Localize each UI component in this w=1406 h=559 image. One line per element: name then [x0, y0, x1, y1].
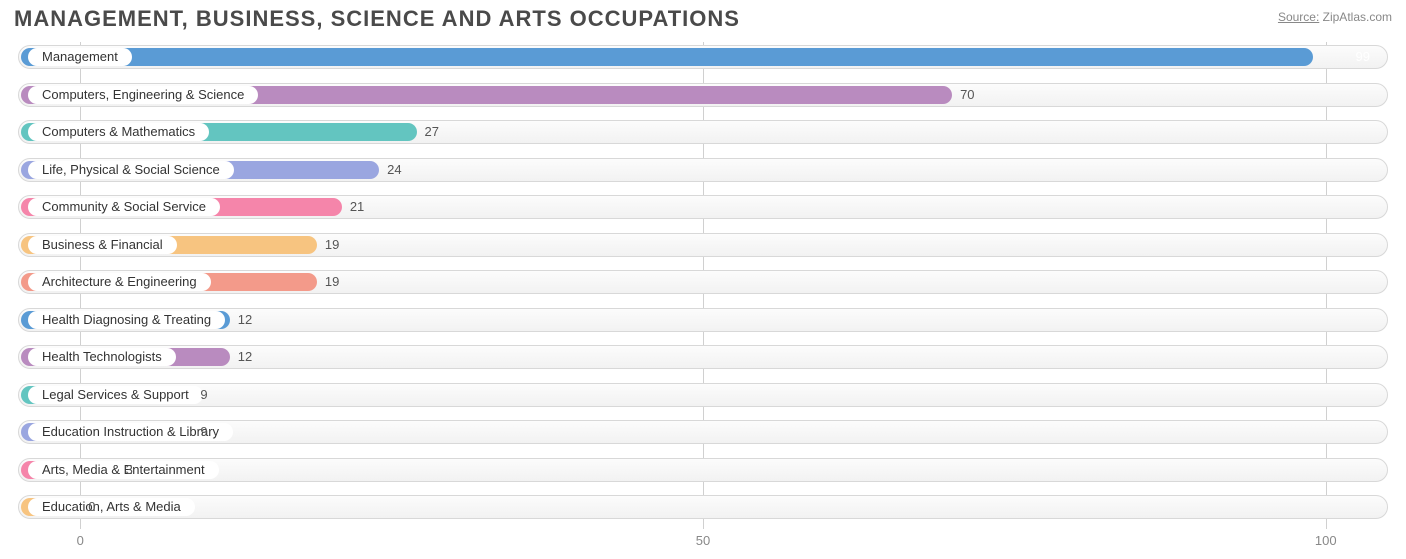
bar-value: 99 — [1356, 48, 1370, 66]
bar-label: Architecture & Engineering — [28, 273, 211, 291]
bar-label: Management — [28, 48, 132, 66]
bar-row: Health Diagnosing & Treating 12 — [18, 305, 1388, 335]
bar-value: 9 — [200, 423, 207, 441]
bar-value: 19 — [325, 273, 339, 291]
source-attribution: Source: ZipAtlas.com — [1278, 10, 1392, 24]
axis-tick-label: 0 — [77, 533, 84, 548]
bar-value: 12 — [238, 311, 252, 329]
bar-value: 12 — [238, 348, 252, 366]
bar-row: Business & Financial 19 — [18, 230, 1388, 260]
bar-row: Community & Social Service 21 — [18, 192, 1388, 222]
x-axis: 0 50 100 — [18, 533, 1388, 551]
bar-track — [18, 383, 1388, 407]
chart-container: MANAGEMENT, BUSINESS, SCIENCE AND ARTS O… — [0, 0, 1406, 559]
bar-label: Community & Social Service — [28, 198, 220, 216]
bar-row: Education, Arts & Media0 — [18, 492, 1388, 522]
bar-value: 9 — [200, 386, 207, 404]
bar-label: Legal Services & Support — [28, 386, 203, 404]
bar-fill — [21, 48, 1313, 66]
bar-label: Education, Arts & Media — [28, 498, 195, 516]
chart-title: MANAGEMENT, BUSINESS, SCIENCE AND ARTS O… — [14, 6, 740, 32]
bar-row: Arts, Media & Entertainment3 — [18, 455, 1388, 485]
plot-area: Management99Computers, Engineering & Sci… — [18, 42, 1388, 529]
axis-tick-label: 50 — [696, 533, 710, 548]
bar-row: Architecture & Engineering 19 — [18, 267, 1388, 297]
bar-label: Health Diagnosing & Treating — [28, 311, 225, 329]
bar-label: Business & Financial — [28, 236, 177, 254]
axis-tick-label: 100 — [1315, 533, 1337, 548]
bar-value: 24 — [387, 161, 401, 179]
source-label: Source: — [1278, 10, 1319, 24]
bar-row: Life, Physical & Social Science 24 — [18, 155, 1388, 185]
bar-track — [18, 458, 1388, 482]
bar-value: 21 — [350, 198, 364, 216]
bar-row: Computers & Mathematics 27 — [18, 117, 1388, 147]
bar-value: 0 — [88, 498, 95, 516]
bar-label: Health Technologists — [28, 348, 176, 366]
bar-label: Life, Physical & Social Science — [28, 161, 234, 179]
bar-value: 27 — [425, 123, 439, 141]
bar-value: 19 — [325, 236, 339, 254]
bar-track — [18, 495, 1388, 519]
bar-label: Computers, Engineering & Science — [28, 86, 258, 104]
bar-row: Computers, Engineering & Science 70 — [18, 80, 1388, 110]
bar-value: 70 — [960, 86, 974, 104]
bar-row: Health Technologists 12 — [18, 342, 1388, 372]
source-name: ZipAtlas.com — [1323, 10, 1392, 24]
bar-label: Computers & Mathematics — [28, 123, 209, 141]
bar-value: 3 — [126, 461, 133, 479]
bar-row: Management 99 — [18, 42, 1388, 72]
bar-row: Education Instruction & Library9 — [18, 417, 1388, 447]
bar-row: Legal Services & Support9 — [18, 380, 1388, 410]
bar-label: Arts, Media & Entertainment — [28, 461, 219, 479]
